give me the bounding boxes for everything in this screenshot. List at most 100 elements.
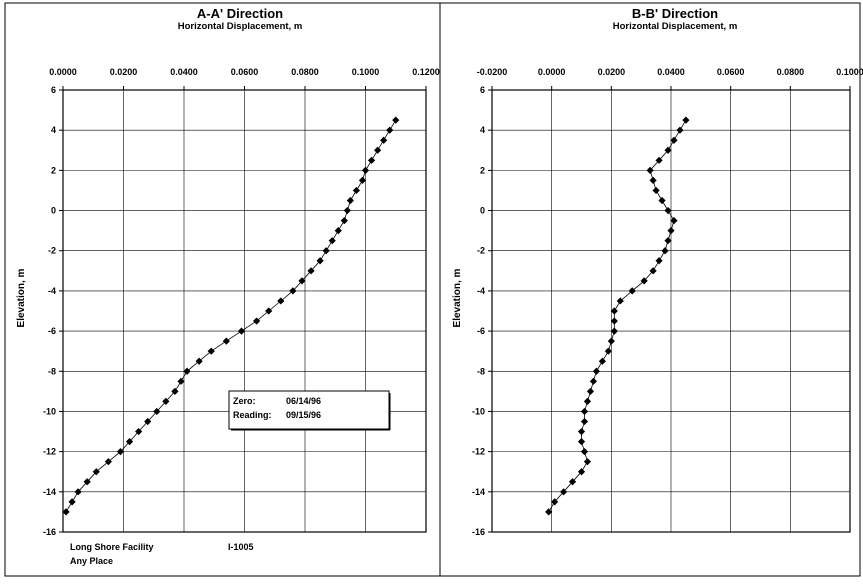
series-line (548, 119, 687, 513)
chart-subtitle: Horizontal Displacement, m (178, 21, 303, 32)
chart-title: B-B' Direction (632, 6, 718, 21)
data-point (298, 277, 306, 285)
x-tick-label: 0.0400 (170, 67, 198, 77)
data-point (664, 237, 672, 245)
data-point (374, 146, 382, 154)
data-point (616, 297, 624, 305)
x-tick-label: 0.0600 (231, 67, 259, 77)
data-point (604, 347, 612, 355)
data-point (655, 257, 663, 265)
data-point (289, 287, 297, 295)
y-tick-label: -14 (472, 487, 485, 497)
data-point (74, 488, 82, 496)
grid-lines (59, 86, 427, 533)
data-point (380, 136, 388, 144)
y-tick-label: -6 (477, 326, 485, 336)
y-tick-label: -12 (43, 447, 56, 457)
footer-site: Long Shore Facility (70, 542, 154, 552)
y-tick-label: -6 (48, 326, 56, 336)
series-line (65, 119, 397, 513)
x-tick-label: 0.1000 (352, 67, 380, 77)
data-point (153, 407, 161, 416)
x-tick-label: 0.0000 (538, 67, 566, 77)
data-point (361, 166, 370, 174)
data-point (652, 186, 660, 195)
data-point (655, 156, 663, 164)
data-point (577, 468, 586, 476)
data-point (177, 377, 185, 385)
data-point (307, 267, 315, 275)
data-point (646, 166, 654, 174)
data-point (352, 186, 361, 195)
y-tick-label: -10 (43, 406, 56, 416)
chart-subtitle: Horizontal Displacement, m (613, 21, 738, 32)
data-point (640, 277, 648, 285)
data-point (580, 417, 589, 426)
data-point (586, 387, 595, 395)
legend-box: Zero: 06/14/96 Reading: 09/15/96 (228, 390, 391, 431)
x-tick-label: 0.0800 (291, 67, 319, 77)
y-tick-label: 2 (480, 165, 485, 175)
legend-reading-date: 09/15/96 (286, 410, 321, 420)
y-tick-label: -8 (477, 366, 485, 376)
data-point (92, 468, 100, 476)
data-point (598, 357, 606, 365)
footer-id: I-1005 (228, 542, 254, 552)
data-point (580, 407, 589, 416)
data-point (83, 478, 91, 486)
data-point (195, 357, 203, 365)
data-point (343, 206, 351, 215)
legend-reading-label: Reading: (233, 410, 272, 420)
data-point (367, 156, 376, 164)
data-point (551, 498, 559, 506)
data-point (583, 397, 592, 406)
data-point (664, 206, 672, 215)
data-point (392, 116, 400, 124)
data-point (545, 508, 553, 516)
data-point (253, 317, 261, 325)
x-tick-label: 0.1200 (412, 67, 440, 77)
data-point (125, 437, 134, 446)
data-point (237, 327, 246, 335)
data-point (577, 437, 586, 446)
data-point (207, 347, 215, 355)
outer-frame (4, 2, 861, 577)
data-point (183, 367, 191, 375)
data-point (277, 297, 285, 305)
x-tick-label: 0.0200 (110, 67, 138, 77)
y-tick-label: 4 (51, 125, 56, 135)
chart-title: A-A' Direction (197, 6, 283, 21)
y-tick-label: 2 (51, 165, 56, 175)
chart-panel-b: B-B' Direction Horizontal Displacement, … (452, 6, 863, 537)
data-point (610, 317, 618, 325)
data-point (222, 337, 230, 345)
y-tick-label: 6 (51, 85, 56, 95)
data-point (580, 448, 589, 456)
grid-lines (488, 86, 851, 533)
y-tick-label: -14 (43, 487, 56, 497)
y-tick-label: -4 (477, 286, 485, 296)
data-point (68, 498, 76, 506)
data-point (135, 427, 143, 436)
y-tick-label: 0 (480, 206, 485, 216)
data-point (667, 227, 675, 235)
legend-zero-label: Zero: (233, 396, 256, 406)
data-point (610, 327, 618, 335)
plot-frame (62, 89, 427, 533)
data-point (661, 247, 669, 255)
data-point (162, 397, 170, 406)
data-point (386, 126, 394, 134)
y-tick-label: -2 (48, 246, 56, 256)
data-point (670, 216, 678, 225)
y-axis-label: Elevation, m (16, 268, 27, 327)
y-tick-labels: 6 4 2 0 -2 -4 -6 -8 -10 -12 -14 -16 (43, 85, 56, 537)
y-tick-label: -2 (477, 246, 485, 256)
y-tick-label: 0 (51, 206, 56, 216)
data-point (316, 257, 324, 265)
data-markers (545, 116, 690, 516)
data-point (171, 387, 179, 395)
data-point (346, 196, 354, 205)
data-point (358, 176, 367, 185)
